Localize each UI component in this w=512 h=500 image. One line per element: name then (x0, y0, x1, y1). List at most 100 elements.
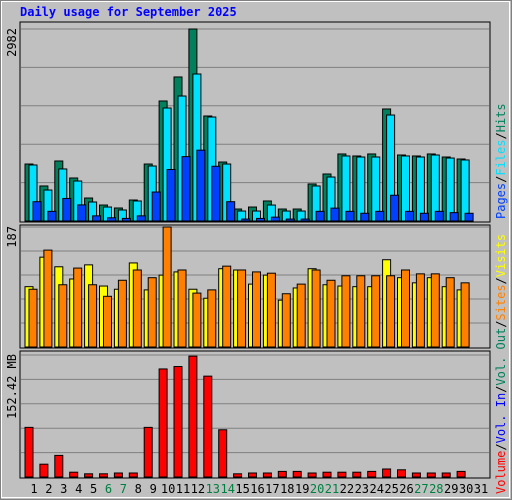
legend-entry: Visits (494, 234, 508, 277)
bar (434, 210, 444, 222)
legend-entry: Hits (494, 103, 508, 132)
bar (54, 454, 64, 478)
bar (73, 267, 83, 348)
bar (147, 277, 157, 348)
bar (192, 292, 202, 348)
bar (277, 470, 287, 478)
bar (32, 201, 42, 222)
bar (24, 426, 34, 478)
plot-area (19, 350, 491, 479)
bar (390, 194, 400, 222)
legend-separator: / (494, 386, 508, 393)
x-tick-label: 29 (444, 482, 458, 496)
bar (173, 366, 183, 478)
x-tick-label: 8 (135, 482, 142, 496)
bar (266, 272, 276, 348)
bar (456, 470, 466, 478)
bar (352, 471, 362, 478)
bar (177, 269, 187, 348)
bar (226, 201, 236, 222)
bar (181, 156, 191, 222)
x-tick-label: 30 (459, 482, 473, 496)
bar (360, 212, 370, 222)
bar (237, 269, 247, 348)
bar (311, 269, 321, 348)
bar (445, 157, 455, 222)
bar (262, 472, 272, 478)
bar (207, 289, 217, 348)
x-tick-label: 21 (325, 482, 339, 496)
bar (382, 468, 392, 478)
x-tick-label: 26 (399, 482, 413, 496)
bar (292, 470, 302, 478)
bar (92, 215, 102, 222)
x-tick-label: 18 (280, 482, 294, 496)
bar (88, 284, 98, 348)
legend-entry: Vol. In (494, 393, 508, 444)
bar (285, 218, 295, 222)
bar (128, 472, 138, 478)
legend-separator: / (494, 443, 508, 450)
x-tick-label: 12 (191, 482, 205, 496)
chart-title: Daily usage for September 2025 (20, 5, 237, 19)
bar (121, 217, 131, 222)
bar (113, 472, 123, 478)
bar (211, 165, 221, 222)
bar (330, 207, 340, 222)
bar (415, 273, 425, 348)
legend-entry: Vol. Out (494, 328, 508, 386)
legend-separator: / (494, 176, 508, 183)
bar (460, 159, 470, 222)
bar (356, 275, 366, 348)
bar (39, 463, 49, 478)
x-tick-label: 24 (369, 482, 383, 496)
x-tick-label: 31 (474, 482, 488, 496)
y-tick-label: 152.42 MB (5, 354, 19, 419)
legend-separator: / (494, 132, 508, 139)
legend: Pages/Files/Hits (494, 103, 508, 219)
bar (222, 265, 232, 348)
bar (371, 275, 381, 348)
bar (43, 249, 53, 348)
bar (47, 210, 57, 222)
bar (464, 212, 474, 222)
bar (430, 273, 440, 348)
x-tick-label: 17 (265, 482, 279, 496)
x-tick-label: 3 (60, 482, 67, 496)
bar (158, 368, 168, 478)
bar (28, 288, 38, 348)
x-tick-label: 20 (310, 482, 324, 496)
x-tick-label: 16 (250, 482, 264, 496)
bar (401, 269, 410, 348)
bar (132, 269, 142, 348)
bar (69, 471, 79, 478)
bar (151, 191, 161, 222)
plot-area (19, 21, 491, 223)
x-tick-label: 22 (340, 482, 354, 496)
bar (426, 472, 436, 478)
bar (233, 473, 243, 478)
bar (367, 470, 377, 478)
x-tick-label: 19 (295, 482, 309, 496)
bar (99, 473, 108, 478)
bar (203, 375, 213, 478)
bar (162, 226, 172, 348)
x-tick-label: 7 (120, 482, 127, 496)
bar (356, 156, 366, 222)
bar (411, 472, 421, 478)
x-tick-label: 1 (30, 482, 37, 496)
legend-separator: / (494, 321, 508, 328)
bar (445, 277, 455, 348)
x-tick-label: 14 (220, 482, 234, 496)
bar (296, 283, 306, 348)
bar (315, 210, 325, 222)
bar (62, 197, 72, 222)
bar (405, 210, 414, 222)
x-tick-label: 27 (414, 482, 428, 496)
legend: Volume/Vol. In/Vol. Out/Sites/Visits (494, 234, 508, 494)
bar (441, 472, 451, 478)
bar (188, 355, 198, 478)
y-tick-label: 2982 (5, 28, 19, 57)
x-tick-label: 23 (355, 482, 369, 496)
bar (252, 271, 261, 348)
